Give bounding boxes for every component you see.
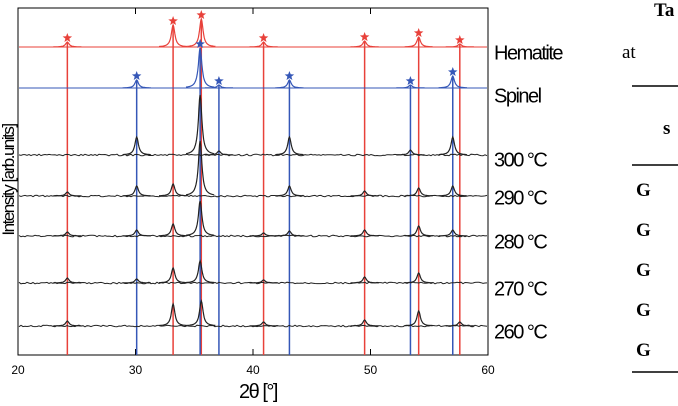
- peak: [53, 191, 82, 197]
- peak-marker: [131, 71, 142, 80]
- peak-marker: [359, 32, 370, 41]
- peak-marker: [214, 76, 224, 85]
- peak: [404, 187, 433, 197]
- x-tick-label: 50: [364, 363, 378, 377]
- peak: [249, 279, 278, 284]
- peak-marker: [195, 39, 205, 48]
- peak: [158, 266, 188, 284]
- peak: [186, 200, 215, 236]
- peak: [275, 230, 304, 237]
- table-cell: G: [636, 300, 651, 321]
- peak: [122, 185, 151, 197]
- baseline: [18, 194, 488, 198]
- table-header: s: [663, 118, 670, 139]
- peak-marker: [448, 67, 458, 76]
- peak: [53, 277, 82, 284]
- peak: [438, 229, 467, 237]
- x-tick-label: 20: [11, 363, 25, 377]
- peak: [249, 321, 278, 327]
- peak-marker: [62, 33, 73, 42]
- table-cell: G: [636, 180, 651, 201]
- peak: [438, 185, 467, 197]
- table-cell: G: [636, 260, 651, 281]
- peak: [438, 135, 467, 156]
- peak-marker: [258, 33, 269, 42]
- series-label: 270 °C: [494, 278, 547, 300]
- y-axis-label: Intensity [arb.units]: [0, 124, 18, 236]
- peak-marker: [455, 35, 465, 44]
- peak: [249, 232, 278, 237]
- peak: [204, 150, 233, 156]
- x-tick-label: 30: [129, 363, 143, 377]
- series-label: Spinel: [494, 85, 542, 107]
- peak: [122, 229, 151, 237]
- series-label: 300 °C: [494, 149, 547, 171]
- x-axis-label: 2θ [°]: [239, 381, 278, 403]
- peak: [122, 278, 151, 284]
- series-label: 280 °C: [494, 231, 547, 253]
- peak: [159, 302, 188, 327]
- peak: [445, 321, 474, 327]
- plot-frame: [17, 7, 489, 356]
- peak: [159, 182, 188, 197]
- peak: [350, 229, 379, 237]
- table-subtitle: at: [622, 42, 636, 63]
- peak: [404, 225, 433, 237]
- baseline: [18, 324, 488, 328]
- peak: [185, 140, 215, 196]
- peak: [159, 222, 188, 237]
- peak: [122, 135, 151, 156]
- table-title: Ta: [654, 0, 675, 21]
- series-label: 260 °C: [494, 321, 547, 343]
- peak: [404, 272, 433, 284]
- peak: [350, 276, 379, 284]
- plot: [17, 8, 489, 355]
- peak: [350, 319, 379, 327]
- table-cell: G: [636, 340, 651, 361]
- peak: [275, 185, 304, 197]
- peak: [350, 190, 379, 197]
- peak: [187, 299, 216, 326]
- series-label: 290 °C: [494, 187, 547, 209]
- peak: [53, 320, 82, 327]
- peak: [404, 309, 433, 327]
- table-cell: G: [636, 220, 651, 241]
- peak: [186, 259, 215, 284]
- peak-marker: [284, 71, 295, 80]
- peak: [275, 135, 304, 156]
- peak-marker: [405, 76, 416, 85]
- peak: [396, 149, 425, 156]
- x-tick-label: 60: [481, 363, 495, 377]
- x-tick-label: 40: [246, 363, 260, 377]
- peak: [53, 231, 82, 237]
- baseline: [18, 153, 488, 157]
- peak-marker: [413, 28, 424, 37]
- peak-marker: [196, 10, 207, 19]
- peak: [185, 94, 215, 155]
- series-label: Hematite: [494, 42, 563, 64]
- peak-marker: [168, 16, 178, 25]
